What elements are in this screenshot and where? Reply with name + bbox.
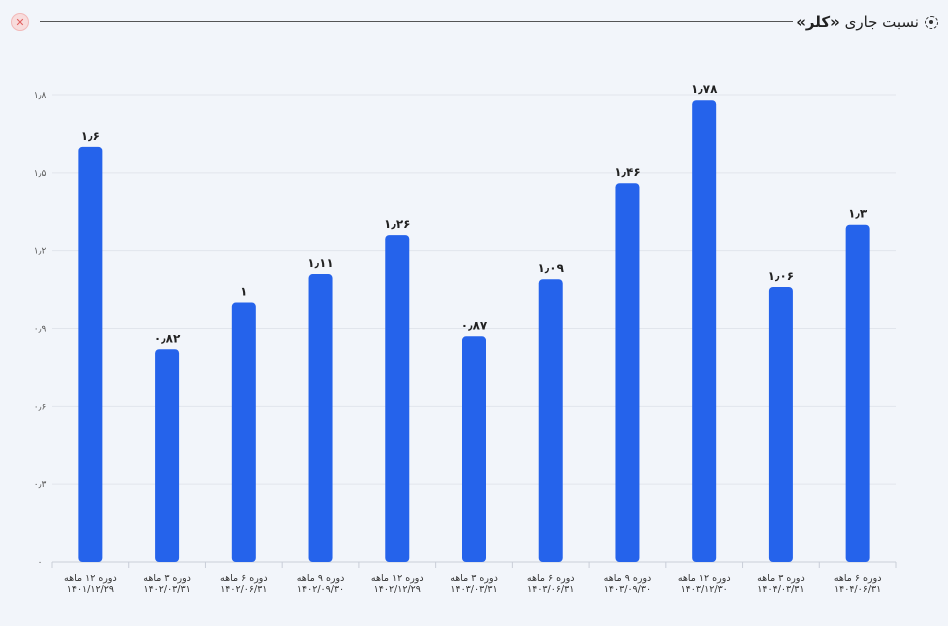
bar[interactable] (231, 302, 256, 562)
x-tick-label-date: ۱۴۰۳/۰۳/۳۱ (450, 584, 497, 595)
x-tick-label-date: ۱۴۰۲/۰۹/۳۰ (297, 584, 344, 595)
data-label: ۱٫۲۶ (384, 217, 410, 231)
bar[interactable] (385, 235, 410, 562)
x-tick-label-period: دوره ۱۲ ماهه (64, 573, 117, 584)
title-prefix: نسبت جاری (844, 13, 919, 31)
data-label: ۰٫۸۷ (461, 318, 488, 332)
x-tick-label-date: ۱۴۰۳/۰۶/۳۱ (527, 584, 574, 595)
x-tick-label-date: ۱۴۰۳/۰۹/۳۰ (604, 584, 651, 595)
x-tick-label-date: ۱۴۰۲/۰۳/۳۱ (143, 584, 190, 595)
bar[interactable] (615, 183, 640, 562)
chart-title: نسبت جاری «کلر» (796, 10, 938, 34)
chart-header: ✕ نسبت جاری «کلر» (0, 0, 948, 44)
y-tick-label: ۱٫۸ (34, 91, 47, 101)
x-tick-label-period: دوره ۳ ماهه (450, 573, 498, 584)
y-tick-label: ۰٫۶ (34, 402, 47, 412)
data-label: ۱٫۰۹ (537, 261, 564, 275)
dashed-circle-icon[interactable] (925, 15, 938, 29)
title-company: «کلر» (796, 13, 840, 31)
y-tick-label: ۰٫۳ (34, 480, 47, 490)
bar[interactable] (692, 100, 717, 562)
x-tick-label-date: ۱۴۰۲/۱۲/۲۹ (374, 584, 421, 595)
x-tick-label-period: دوره ۳ ماهه (757, 573, 805, 584)
x-tick-label-period: دوره ۶ ماهه (220, 573, 268, 584)
close-icon[interactable]: ✕ (11, 13, 29, 31)
x-tick-label-period: دوره ۱۲ ماهه (371, 573, 424, 584)
x-tick-label-period: دوره ۶ ماهه (834, 573, 882, 584)
data-label: ۱٫۰۶ (768, 269, 794, 283)
y-tick-label: ۱٫۲ (34, 247, 47, 257)
data-label: ۱٫۴۶ (614, 165, 640, 179)
data-label: ۱٫۷۸ (691, 82, 718, 96)
bar[interactable] (538, 279, 563, 562)
data-label: ۱٫۱۱ (307, 256, 333, 270)
data-label: ۱ (240, 285, 247, 299)
y-tick-label: ۰٫۹ (34, 325, 47, 335)
x-tick-label-date: ۱۴۰۳/۱۲/۳۰ (681, 584, 728, 595)
x-tick-label-date: ۱۴۰۱/۱۲/۲۹ (67, 584, 114, 595)
x-tick-label-date: ۱۴۰۴/۰۳/۳۱ (757, 584, 804, 595)
x-tick-label-period: دوره ۹ ماهه (297, 573, 345, 584)
bar[interactable] (78, 146, 103, 562)
title-divider (40, 21, 793, 22)
bar[interactable] (462, 336, 486, 562)
data-label: ۱٫۶ (81, 129, 100, 143)
x-tick-label-period: دوره ۱۲ ماهه (678, 573, 731, 584)
y-tick-label: ۱٫۵ (34, 169, 47, 179)
bar[interactable] (308, 274, 333, 562)
data-label: ۰٫۸۲ (154, 331, 181, 345)
y-tick-label: ۰ (38, 558, 43, 568)
x-tick-label-date: ۱۴۰۴/۰۶/۳۱ (834, 584, 881, 595)
bar[interactable] (768, 286, 793, 562)
data-label: ۱٫۳ (848, 207, 868, 221)
bar[interactable] (845, 224, 870, 562)
x-tick-label-date: ۱۴۰۲/۰۶/۳۱ (220, 584, 267, 595)
x-tick-label-period: دوره ۹ ماهه (604, 573, 652, 584)
bar[interactable] (155, 349, 180, 562)
x-tick-label-period: دوره ۶ ماهه (527, 573, 575, 584)
title-text: نسبت جاری «کلر» (796, 13, 919, 31)
x-tick-label-period: دوره ۳ ماهه (143, 573, 191, 584)
